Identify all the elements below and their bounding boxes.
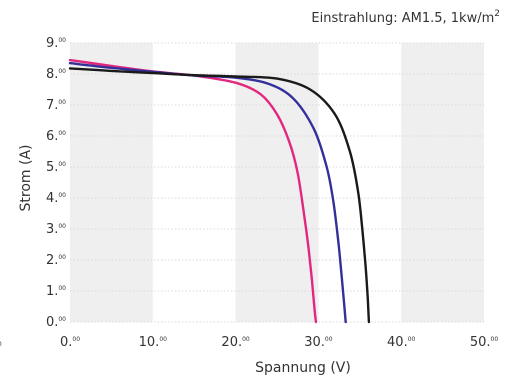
left-edge-tick-fragment: 00: [0, 341, 2, 348]
y-tick-label: 1.00: [46, 284, 66, 299]
y-tick-label: 0.00: [46, 315, 66, 330]
x-tick-label: 30.00: [304, 335, 333, 350]
x-tick-label: 50.00: [470, 335, 499, 350]
x-tick-label: 0.00: [60, 335, 80, 350]
series-line-2: [68, 67, 371, 324]
y-tick-label: 7.00: [46, 98, 66, 113]
x-tick-label: 40.00: [387, 335, 416, 350]
x-tick-label: 10.00: [139, 335, 168, 350]
x-tick-label: 20.00: [221, 335, 250, 350]
y-tick-label: 4.00: [46, 191, 66, 206]
y-tick-label: 8.00: [46, 67, 66, 82]
y-tick-label: 6.00: [46, 129, 66, 144]
shaded-band-0: [70, 43, 153, 322]
shaded-band-1: [235, 43, 319, 322]
irradiance-annotation: Einstrahlung: AM1.5, 1kw/m2: [311, 9, 500, 26]
y-tick-label: 3.00: [46, 222, 66, 237]
y-tick-label: 5.00: [46, 160, 66, 175]
y-axis-title: Strom (A): [18, 145, 34, 212]
series-lines: [68, 58, 371, 324]
y-tick-label: 9.00: [46, 36, 66, 51]
x-axis-title: Spannung (V): [255, 360, 351, 376]
tick-labels: 0.00 1.00 2.00 3.00 4.00 5.00 6.00 7.00 8.00 9.00…: [46, 36, 498, 350]
shaded-band-2: [401, 43, 484, 322]
shaded-bands: [70, 43, 484, 322]
y-tick-label: 2.00: [46, 253, 66, 268]
grid-lines: [70, 42, 484, 323]
